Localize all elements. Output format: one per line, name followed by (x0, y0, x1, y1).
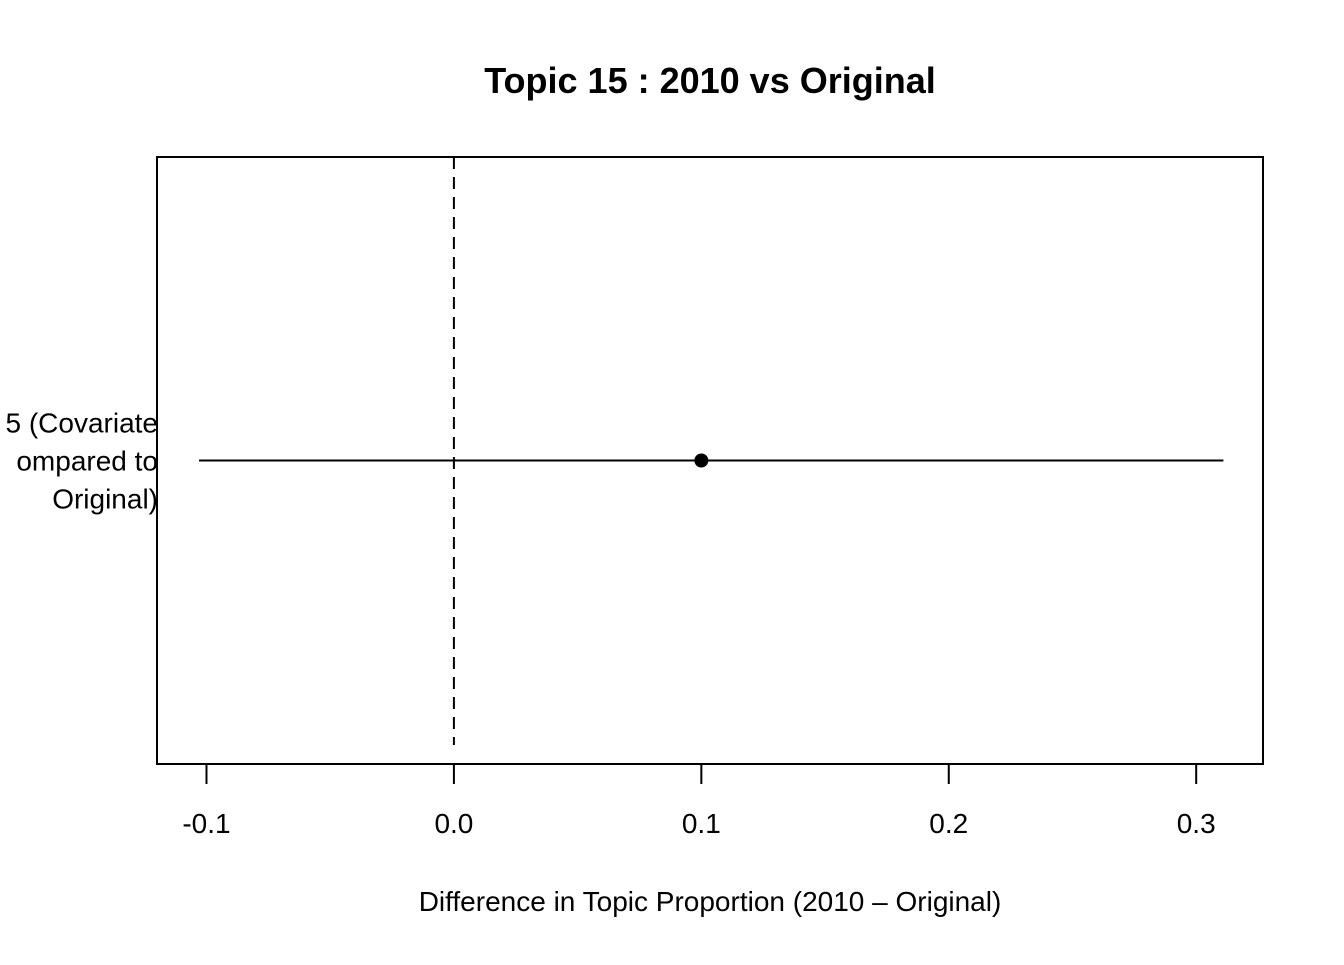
category-labels: 5 (Covariate ompared to Original) (5, 408, 158, 515)
chart-title: Topic 15 : 2010 vs Original (484, 60, 936, 101)
category-label-line: ompared to (16, 446, 158, 477)
x-tick-label: 0.1 (682, 808, 721, 839)
category-label-line: Original) (52, 484, 158, 515)
x-tick-label: 0.2 (929, 808, 968, 839)
x-tick-label: 0.0 (434, 808, 473, 839)
point-estimate (694, 453, 709, 468)
x-tick-label: 0.3 (1177, 808, 1216, 839)
x-axis: -0.1 0.0 0.1 0.2 0.3 (182, 763, 1216, 839)
category-label-line: 5 (Covariate (5, 408, 158, 439)
x-tick-label: -0.1 (182, 808, 230, 839)
series-layer (199, 453, 1224, 468)
x-axis-label: Difference in Topic Proportion (2010 – O… (419, 886, 1002, 917)
